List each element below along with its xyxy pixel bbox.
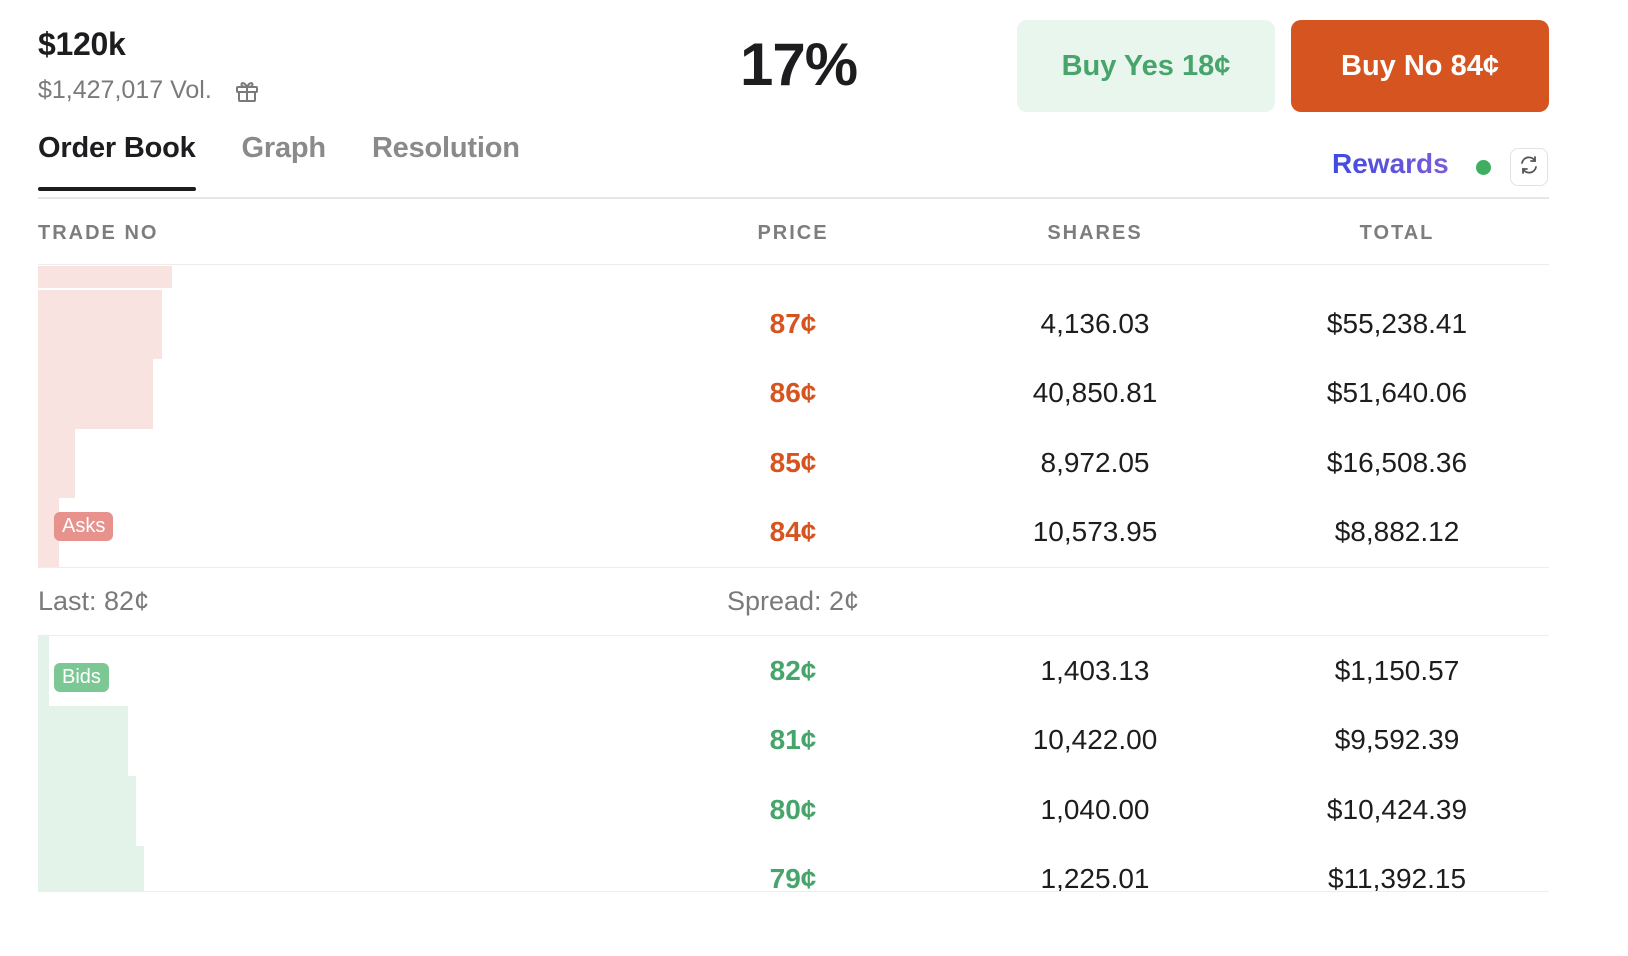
ask-depth-bar xyxy=(38,498,59,568)
ask-shares: 4,136.03 xyxy=(1040,308,1150,339)
bids-badge: Bids xyxy=(54,663,109,692)
tabs-divider xyxy=(38,197,1549,199)
spread-value: Spread: 2¢ xyxy=(726,586,860,616)
bid-depth-bar xyxy=(38,846,144,891)
bid-price[interactable]: 79¢ xyxy=(769,863,817,891)
ask-price[interactable]: 87¢ xyxy=(769,308,817,339)
asks-badge: Asks xyxy=(54,512,114,541)
probability: 17% xyxy=(740,31,858,98)
ask-total: $8,882.12 xyxy=(1334,516,1460,547)
bid-shares: 1,040.00 xyxy=(1040,794,1150,825)
ask-depth-bar xyxy=(38,429,75,498)
bid-depth-bar xyxy=(38,706,128,776)
ask-shares: 40,850.81 xyxy=(1032,377,1158,408)
ask-shares: 10,573.95 xyxy=(1032,516,1158,547)
bid-price[interactable]: 82¢ xyxy=(769,655,817,686)
market-volume-full: $1,427,017 Vol. xyxy=(38,76,212,104)
partial-bid-row: 79¢ 1,225.01 $11,392.15 xyxy=(693,858,1549,891)
ask-depth-bar xyxy=(38,359,153,429)
ask-depth-bar xyxy=(38,266,172,288)
partial-ask-row xyxy=(38,266,1549,288)
refresh-button[interactable] xyxy=(1510,148,1548,186)
tab-resolution[interactable]: Resolution xyxy=(371,132,520,164)
bid-depth-bar xyxy=(38,636,49,706)
bid-total: $11,392.15 xyxy=(1327,863,1467,891)
tab-graph[interactable]: Graph xyxy=(241,132,327,164)
ask-shares: 8,972.05 xyxy=(1040,447,1150,478)
asks-divider xyxy=(38,567,1549,568)
bid-price[interactable]: 81¢ xyxy=(769,724,817,755)
bid-shares: 10,422.00 xyxy=(1032,724,1158,755)
col-header-trade: TRADE NO xyxy=(38,222,159,244)
tab-bar: Order Book Graph Resolution xyxy=(38,132,520,191)
col-header-total: TOTAL xyxy=(1359,222,1435,244)
bid-total: $10,424.39 xyxy=(1326,794,1468,825)
bids-divider xyxy=(38,635,1549,636)
bid-shares: 1,225.01 xyxy=(1040,863,1150,891)
last-price: Last: 82¢ xyxy=(38,586,150,616)
ask-total: $16,508.36 xyxy=(1326,447,1468,478)
col-header-price: PRICE xyxy=(757,222,829,244)
bid-price[interactable]: 80¢ xyxy=(769,794,817,825)
bid-shares: 1,403.13 xyxy=(1040,655,1150,686)
bid-depth-bar xyxy=(38,776,136,846)
ask-price[interactable]: 84¢ xyxy=(769,516,817,547)
market-volume-row: $1,427,017 Vol. xyxy=(38,76,260,105)
buy-yes-button[interactable]: Buy Yes 18¢ xyxy=(1017,20,1275,112)
bid-total: $9,592.39 xyxy=(1334,724,1460,755)
orderbook-bottom-divider xyxy=(38,891,1549,892)
ask-depth-bar xyxy=(38,290,162,359)
bid-total: $1,150.57 xyxy=(1334,655,1460,686)
ask-price[interactable]: 86¢ xyxy=(769,377,817,408)
live-dot xyxy=(1476,160,1491,175)
buy-no-button[interactable]: Buy No 84¢ xyxy=(1291,20,1549,112)
ask-total: $55,238.41 xyxy=(1326,308,1468,339)
tab-order-book[interactable]: Order Book xyxy=(38,132,196,191)
ask-total: $51,640.06 xyxy=(1326,377,1468,408)
market-volume-short: $120k xyxy=(38,26,126,62)
ask-price[interactable]: 85¢ xyxy=(769,447,817,478)
gift-icon[interactable] xyxy=(234,78,260,104)
rewards-link[interactable]: Rewards xyxy=(1332,148,1449,179)
header-divider xyxy=(38,264,1549,265)
refresh-icon xyxy=(1518,154,1540,181)
col-header-shares: SHARES xyxy=(1047,222,1143,244)
